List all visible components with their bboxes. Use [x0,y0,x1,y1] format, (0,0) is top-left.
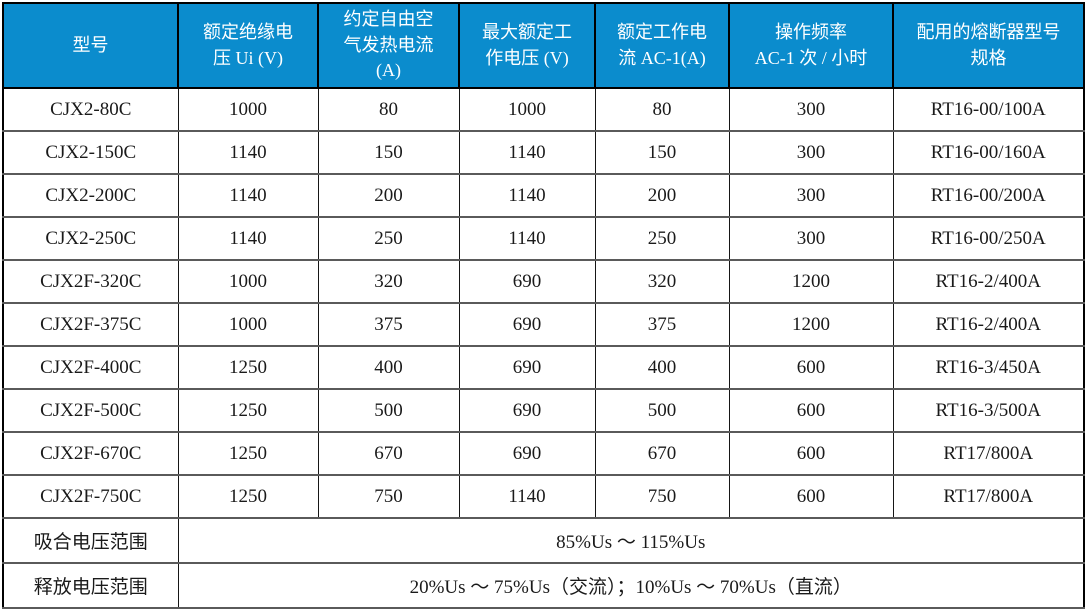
table-row: CJX2F-670C 1250 670 690 670 600 RT17/800… [2,431,1085,476]
value-cell: 200 [594,173,730,218]
model-cell: CJX2F-750C [2,474,179,519]
value-cell: 1200 [728,302,894,347]
value-cell: 690 [458,431,596,476]
model-cell: CJX2-250C [2,216,179,261]
header-cell-thermal-current: 约定自由空 气发热电流 (A) [317,2,460,89]
fuse-cell: RT16-00/160A [892,130,1085,175]
value-cell: 600 [728,431,894,476]
value-cell: 375 [594,302,730,347]
value-cell: 1140 [458,173,596,218]
table-header: 型号 额定绝缘电 压 Ui (V) 约定自由空 气发热电流 (A) 最大额定工 … [2,2,1085,89]
value-cell: 250 [317,216,460,261]
value-cell: 1000 [458,87,596,132]
value-cell: 600 [728,345,894,390]
value-cell: 600 [728,388,894,433]
release-voltage-label: 释放电压范围 [2,562,179,609]
value-cell: 1000 [177,87,319,132]
pickup-voltage-row: 吸合电压范围 85%Us ～ 115%Us [2,517,1085,564]
table-row: CJX2-80C 1000 80 1000 80 300 RT16-00/100… [2,87,1085,132]
model-cell: CJX2-80C [2,87,179,132]
table-body: CJX2-80C 1000 80 1000 80 300 RT16-00/100… [2,87,1085,609]
model-cell: CJX2F-375C [2,302,179,347]
value-cell: 1000 [177,302,319,347]
model-cell: CJX2-200C [2,173,179,218]
value-cell: 670 [317,431,460,476]
value-cell: 670 [594,431,730,476]
value-cell: 150 [594,130,730,175]
header-cell-working-current: 额定工作电 流 AC-1(A) [594,2,730,89]
header-cell-fuse-spec: 配用的熔断器型号 规格 [892,2,1085,89]
value-cell: 1200 [728,259,894,304]
release-voltage-row: 释放电压范围 20%Us ～ 75%Us（交流）；10%Us ～ 70%Us（直… [2,562,1085,609]
value-cell: 320 [594,259,730,304]
value-cell: 300 [728,130,894,175]
pickup-voltage-label: 吸合电压范围 [2,517,179,564]
fuse-cell: RT16-2/400A [892,302,1085,347]
value-cell: 1140 [458,130,596,175]
value-cell: 1250 [177,345,319,390]
value-cell: 690 [458,259,596,304]
header-cell-model: 型号 [2,2,179,89]
value-cell: 500 [594,388,730,433]
header-cell-operating-frequency: 操作频率 AC-1 次 / 小时 [728,2,894,89]
value-cell: 1000 [177,259,319,304]
value-cell: 690 [458,302,596,347]
header-row: 型号 额定绝缘电 压 Ui (V) 约定自由空 气发热电流 (A) 最大额定工 … [2,2,1085,89]
value-cell: 300 [728,216,894,261]
value-cell: 250 [594,216,730,261]
value-cell: 320 [317,259,460,304]
table-row: CJX2F-400C 1250 400 690 400 600 RT16-3/4… [2,345,1085,390]
fuse-cell: RT16-00/100A [892,87,1085,132]
value-cell: 1140 [458,216,596,261]
value-cell: 300 [728,87,894,132]
value-cell: 200 [317,173,460,218]
value-cell: 400 [317,345,460,390]
fuse-cell: RT16-3/500A [892,388,1085,433]
table-row: CJX2F-375C 1000 375 690 375 1200 RT16-2/… [2,302,1085,347]
header-cell-insulation-voltage: 额定绝缘电 压 Ui (V) [177,2,319,89]
model-cell: CJX2F-320C [2,259,179,304]
value-cell: 1250 [177,388,319,433]
release-voltage-value: 20%Us ～ 75%Us（交流）；10%Us ～ 70%Us（直流） [177,562,1085,609]
fuse-cell: RT16-00/200A [892,173,1085,218]
fuse-cell: RT16-3/450A [892,345,1085,390]
value-cell: 690 [458,345,596,390]
fuse-cell: RT17/800A [892,474,1085,519]
value-cell: 375 [317,302,460,347]
value-cell: 750 [317,474,460,519]
value-cell: 1140 [458,474,596,519]
model-cell: CJX2F-500C [2,388,179,433]
value-cell: 80 [317,87,460,132]
value-cell: 750 [594,474,730,519]
table-row: CJX2-150C 1140 150 1140 150 300 RT16-00/… [2,130,1085,175]
fuse-cell: RT16-00/250A [892,216,1085,261]
table-row: CJX2F-500C 1250 500 690 500 600 RT16-3/5… [2,388,1085,433]
header-cell-max-working-voltage: 最大额定工 作电压 (V) [458,2,596,89]
value-cell: 400 [594,345,730,390]
value-cell: 600 [728,474,894,519]
value-cell: 1140 [177,216,319,261]
model-cell: CJX2F-670C [2,431,179,476]
table-row: CJX2-250C 1140 250 1140 250 300 RT16-00/… [2,216,1085,261]
model-cell: CJX2-150C [2,130,179,175]
pickup-voltage-value: 85%Us ～ 115%Us [177,517,1085,564]
fuse-cell: RT17/800A [892,431,1085,476]
value-cell: 500 [317,388,460,433]
value-cell: 690 [458,388,596,433]
table-row: CJX2F-320C 1000 320 690 320 1200 RT16-2/… [2,259,1085,304]
model-cell: CJX2F-400C [2,345,179,390]
value-cell: 150 [317,130,460,175]
table-row: CJX2-200C 1140 200 1140 200 300 RT16-00/… [2,173,1085,218]
table-row: CJX2F-750C 1250 750 1140 750 600 RT17/80… [2,474,1085,519]
value-cell: 1250 [177,474,319,519]
value-cell: 80 [594,87,730,132]
value-cell: 1250 [177,431,319,476]
value-cell: 300 [728,173,894,218]
fuse-cell: RT16-2/400A [892,259,1085,304]
value-cell: 1140 [177,173,319,218]
value-cell: 1140 [177,130,319,175]
